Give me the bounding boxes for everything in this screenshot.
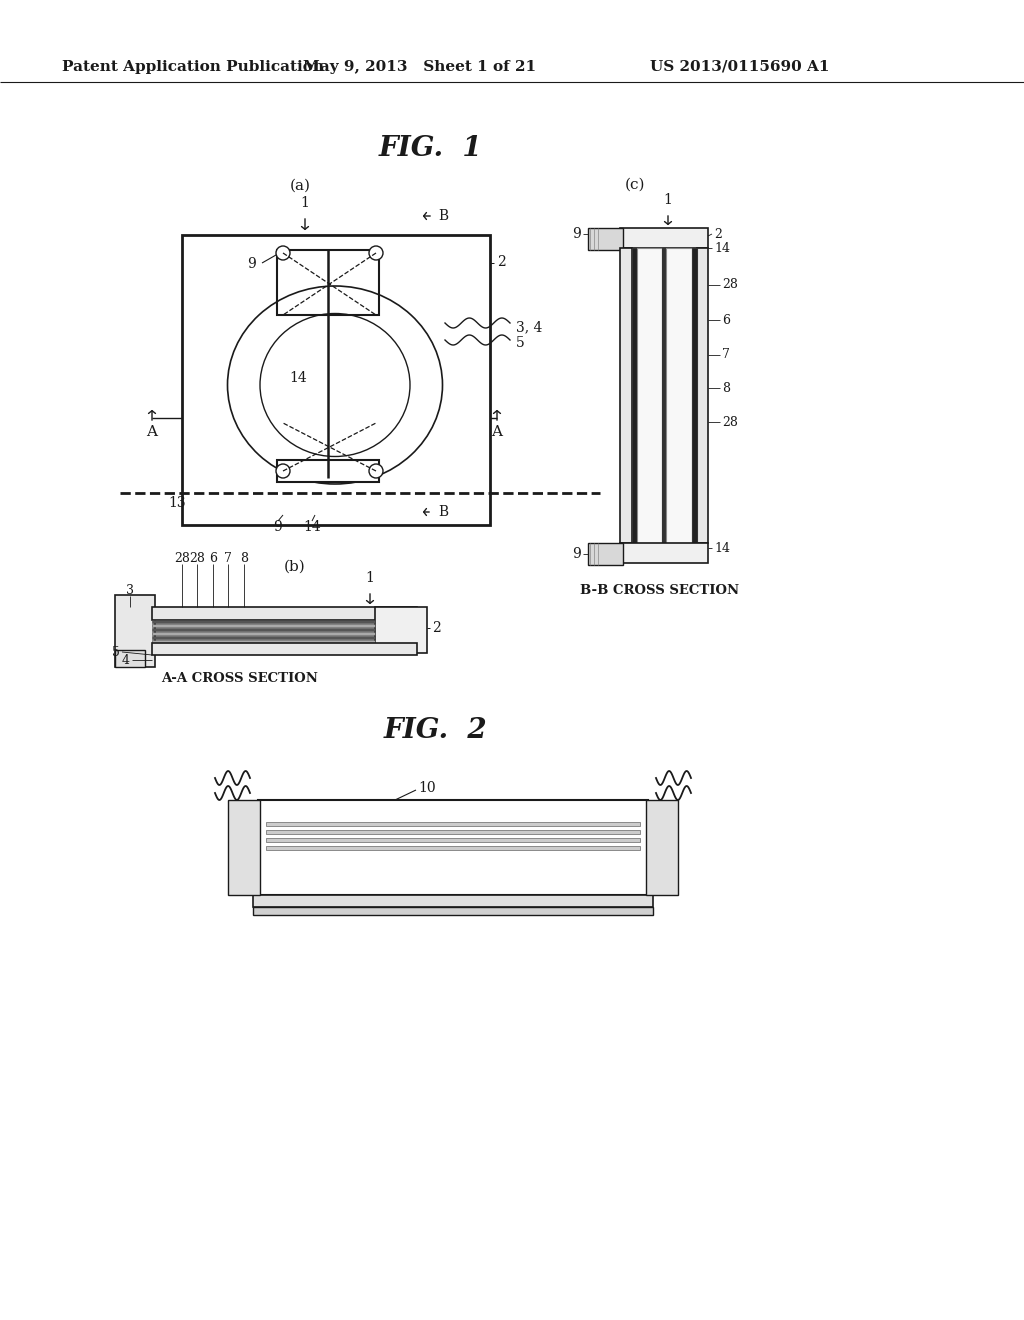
Bar	[182, 235, 490, 525]
Bar	[646, 800, 678, 895]
Text: 9: 9	[572, 546, 581, 561]
Text: 9: 9	[248, 257, 256, 271]
Text: 2: 2	[432, 620, 440, 635]
Text: FIG.  1: FIG. 1	[378, 135, 482, 161]
Text: 28: 28	[174, 552, 189, 565]
Bar	[620, 248, 632, 543]
Text: May 9, 2013   Sheet 1 of 21: May 9, 2013 Sheet 1 of 21	[303, 59, 537, 74]
Text: 9: 9	[273, 520, 283, 535]
Text: 7: 7	[722, 348, 730, 362]
Bar	[266, 830, 640, 834]
Circle shape	[369, 465, 383, 478]
Bar	[152, 628, 375, 631]
Circle shape	[276, 465, 290, 478]
Text: 14: 14	[714, 242, 730, 255]
Bar	[278, 459, 379, 482]
Text: 4: 4	[122, 653, 130, 667]
Text: 10: 10	[418, 781, 435, 795]
Bar	[152, 620, 375, 623]
Text: 5: 5	[516, 337, 524, 350]
Bar	[228, 800, 260, 895]
Bar	[620, 228, 708, 248]
Text: 1: 1	[366, 572, 375, 585]
Text: 1: 1	[301, 195, 309, 210]
Bar	[666, 248, 692, 543]
Text: B-B CROSS SECTION: B-B CROSS SECTION	[581, 583, 739, 597]
Bar	[152, 632, 375, 635]
Text: US 2013/0115690 A1: US 2013/0115690 A1	[650, 59, 829, 74]
Bar	[152, 624, 375, 627]
Text: 3, 4: 3, 4	[516, 319, 543, 334]
Text: (c): (c)	[625, 178, 645, 191]
Text: 8: 8	[240, 552, 248, 565]
Text: Patent Application Publication: Patent Application Publication	[62, 59, 324, 74]
Text: 14: 14	[289, 371, 307, 385]
Text: 1: 1	[664, 193, 673, 207]
Bar	[697, 248, 708, 543]
Text: 28: 28	[722, 279, 738, 292]
Text: 14: 14	[714, 541, 730, 554]
Bar	[375, 607, 427, 653]
Bar	[620, 543, 708, 564]
Text: 8: 8	[722, 381, 730, 395]
Text: (b): (b)	[284, 560, 306, 574]
Bar	[152, 640, 375, 643]
Text: 6: 6	[722, 314, 730, 326]
Bar	[637, 248, 662, 543]
Bar	[266, 846, 640, 850]
Text: 9: 9	[572, 227, 581, 242]
Bar	[662, 248, 666, 543]
Text: 7: 7	[224, 552, 232, 565]
Bar	[632, 248, 637, 543]
Bar	[115, 595, 155, 667]
Bar	[152, 636, 375, 639]
Bar	[278, 249, 379, 315]
Text: (a): (a)	[290, 180, 310, 193]
Bar	[692, 248, 697, 543]
Text: 13: 13	[168, 496, 185, 510]
Bar	[266, 838, 640, 842]
Text: 28: 28	[189, 552, 205, 565]
Circle shape	[369, 246, 383, 260]
Circle shape	[276, 246, 290, 260]
Text: 2: 2	[714, 227, 722, 240]
Text: 3: 3	[126, 583, 134, 597]
Text: A: A	[492, 425, 503, 440]
Bar	[115, 649, 145, 667]
Text: FIG.  2: FIG. 2	[383, 717, 486, 743]
Text: 6: 6	[209, 552, 217, 565]
Text: 5: 5	[112, 645, 120, 659]
Bar	[588, 543, 623, 565]
Bar	[152, 643, 417, 655]
Text: B: B	[438, 506, 449, 519]
Bar	[253, 895, 653, 907]
Text: A: A	[146, 425, 158, 440]
Text: 28: 28	[722, 416, 738, 429]
Bar	[152, 607, 417, 620]
Text: 2: 2	[497, 255, 506, 269]
Text: 14: 14	[303, 520, 321, 535]
Bar	[266, 822, 640, 826]
Text: A-A CROSS SECTION: A-A CROSS SECTION	[162, 672, 318, 685]
Bar	[258, 800, 648, 895]
Bar	[253, 907, 653, 915]
Text: B: B	[438, 209, 449, 223]
Bar	[588, 228, 623, 249]
